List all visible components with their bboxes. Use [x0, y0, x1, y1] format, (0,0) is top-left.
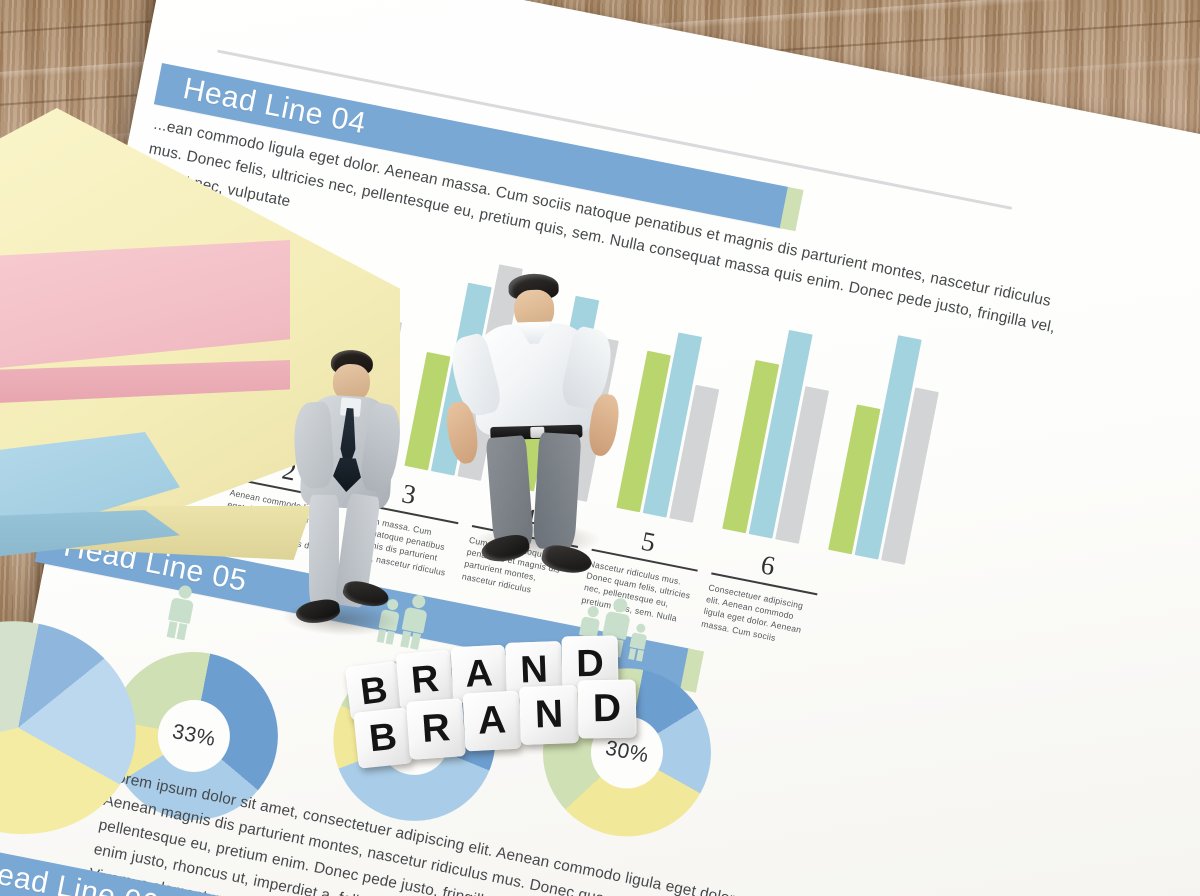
bar-group-5 [722, 325, 839, 544]
sticky-pad-pink [0, 240, 310, 470]
bead-letter: B [353, 707, 413, 769]
figurine-suit [268, 343, 424, 650]
bead-letter: N [519, 685, 579, 745]
figurine-trousers-right [532, 432, 582, 551]
sticky-pad-blue [0, 432, 200, 622]
figurine-shirt [434, 266, 627, 578]
bead-letter: A [462, 690, 522, 752]
bar-group-4 [616, 327, 728, 523]
bead-letter: R [406, 698, 466, 760]
bar-group-6 [828, 330, 948, 565]
headline-04-accent [779, 186, 804, 232]
donut-1-percent: 33% [170, 719, 218, 752]
figurine-trousers-left [485, 435, 535, 550]
letter-beads-brand: B R A N D B R A N D [330, 635, 650, 780]
bead-letter: D [577, 679, 637, 739]
figurine-trousers-left [308, 494, 339, 611]
